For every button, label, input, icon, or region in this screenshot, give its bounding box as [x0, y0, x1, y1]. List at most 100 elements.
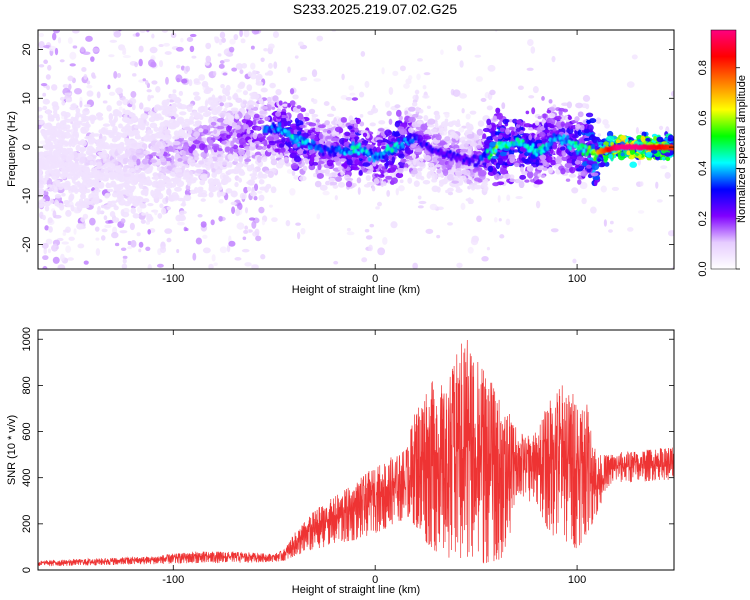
spectral-blob: [600, 185, 607, 193]
spectral-blob: [243, 186, 249, 194]
spectral-blob: [168, 293, 173, 301]
spectral-blob: [162, 101, 168, 108]
spectral-blob: [416, 73, 421, 81]
spectral-blob: [560, 167, 566, 175]
spectral-blob: [381, 67, 385, 75]
spectral-blob: [385, 175, 393, 180]
spectral-blob: [346, 231, 355, 236]
spectral-blob: [43, 44, 52, 49]
spectral-blob: [603, 219, 607, 227]
spectral-blob: [120, 218, 126, 224]
spectral-blob: [98, 183, 103, 188]
spectral-blob: [403, 167, 409, 172]
spectral-blob: [229, 46, 235, 53]
spectral-blob: [170, 32, 177, 39]
spectral-blob: [47, 217, 53, 224]
page-title: S233.2025.219.07.02.G25: [292, 1, 458, 17]
spectral-blob: [161, 30, 169, 33]
spectral-blob: [152, 133, 161, 139]
spectral-blob: [122, 50, 127, 56]
spectral-blob: [268, 43, 275, 50]
spectral-blob: [154, 280, 161, 285]
spectral-blob: [147, 110, 154, 116]
spectral-blob: [113, 71, 118, 79]
spectral-blob: [82, 108, 90, 116]
spectrogram-image: [38, 0, 674, 313]
spectral-blob: [609, 220, 614, 225]
spectral-blob: [257, 190, 263, 194]
spectral-blob: [168, 198, 175, 202]
spectral-blob: [73, 228, 77, 235]
spectral-blob: [65, 162, 70, 168]
spectral-blob: [521, 157, 526, 162]
spectral-blob: [197, 186, 204, 191]
spectral-blob: [190, 30, 191, 31]
spectral-blob: [480, 183, 486, 189]
spectral-blob: [582, 119, 588, 125]
spectral-blob: [317, 163, 322, 171]
spectral-blob: [499, 151, 507, 157]
spectral-blob: [437, 157, 443, 162]
spectral-blob: [75, 201, 83, 206]
spectral-blob: [53, 243, 57, 248]
spectral-blob: [63, 199, 70, 205]
spectral-blob: [119, 230, 128, 234]
spectral-blob: [235, 89, 242, 93]
spectral-blob: [168, 307, 174, 312]
spectral-blob: [531, 107, 536, 115]
spectral-blob: [313, 78, 322, 82]
spectral-blob: [515, 123, 521, 128]
spectral-blob: [51, 169, 55, 174]
spectral-blob: [38, 307, 45, 313]
spectral-blob: [213, 99, 218, 103]
spectral-blob: [106, 203, 115, 208]
spectral-blob: [388, 87, 394, 95]
spectral-blob: [48, 144, 57, 149]
spectral-blob: [83, 260, 89, 265]
spectral-blob: [237, 202, 243, 211]
spectral-blob: [548, 99, 553, 104]
spectral-blob: [457, 44, 462, 52]
spectral-blob: [60, 110, 68, 117]
spectral-blob: [250, 62, 256, 70]
spectral-blob: [76, 283, 80, 290]
spectral-blob: [487, 64, 496, 72]
spectral-blob: [203, 0, 210, 3]
spectral-blob: [243, 229, 249, 234]
spectral-blob: [266, 144, 271, 149]
spectral-blob: [102, 129, 109, 134]
spectral-blob: [608, 229, 613, 233]
spectral-blob: [466, 178, 471, 185]
spectral-blob: [267, 70, 274, 76]
spectral-blob: [436, 186, 441, 193]
spectral-blob: [298, 175, 307, 182]
spectral-blob: [210, 121, 217, 126]
spectral-blob: [48, 1, 53, 5]
spectral-blob: [418, 161, 426, 167]
spectral-blob: [363, 183, 371, 188]
spectral-blob: [189, 189, 197, 195]
spectral-blob: [156, 263, 164, 268]
spectral-blob: [65, 209, 72, 217]
spectral-blob: [65, 226, 71, 233]
spectral-blob: [245, 16, 253, 22]
spectral-blob: [96, 112, 103, 119]
spectral-blob: [138, 183, 144, 189]
spectral-blob: [444, 112, 450, 118]
spectral-blob: [45, 109, 52, 115]
spectral-blob: [499, 167, 507, 175]
spectral-blob: [60, 253, 65, 262]
spectral-blob: [266, 96, 272, 103]
spectral-blob: [38, 114, 44, 119]
spectral-blob: [71, 177, 76, 184]
spectral-blob: [38, 64, 45, 68]
spectral-blob: [200, 290, 207, 294]
spectral-blob: [140, 113, 149, 120]
spectral-blob: [58, 135, 66, 141]
spectral-blob: [597, 133, 602, 137]
spectral-blob: [147, 94, 151, 102]
spectral-blob: [447, 191, 454, 196]
spectral-blob: [432, 156, 440, 163]
spectral-blob: [242, 90, 248, 96]
spectral-blob: [83, 74, 88, 80]
